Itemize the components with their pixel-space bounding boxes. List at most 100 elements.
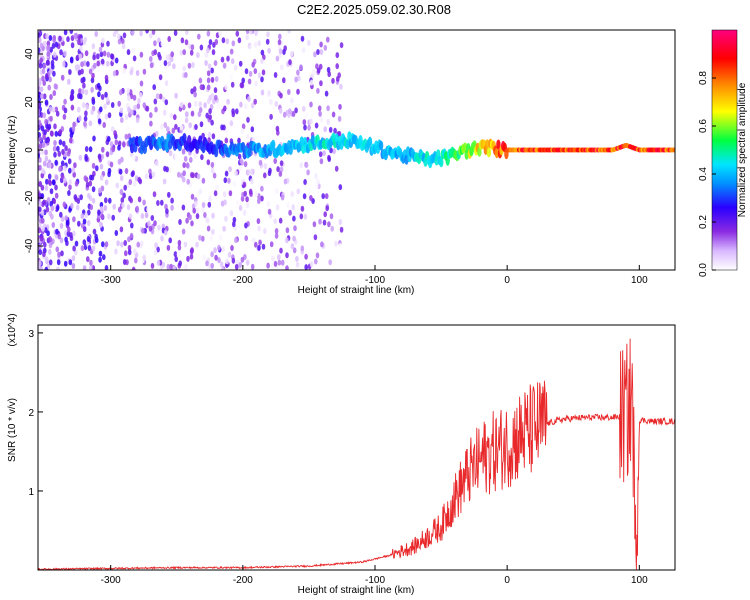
heatmap-cell xyxy=(245,34,249,41)
heatmap-cell xyxy=(99,106,103,113)
heatmap-cell xyxy=(324,90,329,97)
heatmap-cell xyxy=(44,73,49,80)
heatmap-cell xyxy=(88,180,93,187)
heatmap-cell xyxy=(182,170,186,177)
heatmap-cell xyxy=(253,98,257,105)
heatmap-cell xyxy=(296,88,300,95)
heatmap-cell xyxy=(54,174,59,181)
heatmap-cell xyxy=(278,170,283,177)
heatmap-cell xyxy=(41,225,45,232)
heatmap-cell xyxy=(162,178,167,185)
heatmap-cell xyxy=(91,186,96,193)
heatmap-cell xyxy=(38,200,42,207)
heatmap-x-tick-label: -200 xyxy=(233,275,253,286)
heatmap-cell xyxy=(62,113,67,120)
heatmap-cell xyxy=(198,234,202,241)
heatmap-cell xyxy=(121,38,125,45)
heatmap-cell xyxy=(101,37,105,44)
heatmap-cell xyxy=(202,254,206,261)
heatmap-ridge-cell xyxy=(137,135,143,146)
heatmap-cell xyxy=(301,47,306,54)
heatmap-cell xyxy=(258,159,263,166)
heatmap-cell xyxy=(70,89,75,95)
heatmap-cell xyxy=(115,182,120,189)
heatmap-cell xyxy=(303,213,308,220)
heatmap-cell xyxy=(285,252,289,259)
heatmap-cell xyxy=(220,124,224,131)
heatmap-cell xyxy=(240,256,245,263)
heatmap-cell xyxy=(99,163,104,170)
heatmap-cell xyxy=(84,212,88,219)
heatmap-cell xyxy=(55,110,60,117)
heatmap-cell xyxy=(158,74,163,81)
heatmap-cell xyxy=(300,245,305,252)
heatmap-cell xyxy=(126,49,131,56)
heatmap-cell xyxy=(149,56,153,62)
heatmap-cell xyxy=(174,153,178,160)
heatmap-cell xyxy=(165,208,169,215)
heatmap-cell xyxy=(160,199,164,206)
heatmap-cell xyxy=(229,48,234,55)
heatmap-cell xyxy=(254,80,258,87)
heatmap-y-tick-label: -20 xyxy=(24,190,35,205)
heatmap-cell xyxy=(269,241,274,248)
heatmap-cell xyxy=(157,224,161,231)
heatmap-cell xyxy=(122,67,127,74)
heatmap-cell xyxy=(101,241,105,248)
heatmap-cell xyxy=(114,57,119,64)
heatmap-cell xyxy=(152,84,156,91)
heatmap-cell xyxy=(50,59,55,66)
heatmap-cell xyxy=(208,108,212,115)
heatmap-cell xyxy=(80,213,85,220)
heatmap-y-tick-label: 20 xyxy=(24,96,35,108)
heatmap-cell xyxy=(75,65,79,72)
heatmap-cell xyxy=(48,106,53,113)
heatmap-cell xyxy=(51,106,56,113)
heatmap-cell xyxy=(180,37,185,44)
heatmap-cell xyxy=(135,205,139,212)
heatmap-cell xyxy=(304,253,308,260)
heatmap-cell xyxy=(80,68,84,75)
heatmap-x-tick-label: -100 xyxy=(365,275,385,286)
heatmap-cell xyxy=(267,47,271,54)
heatmap-cell xyxy=(254,191,259,198)
heatmap-cell xyxy=(69,30,74,34)
heatmap-cell xyxy=(223,199,227,206)
heatmap-cell xyxy=(86,61,90,67)
heatmap-cell xyxy=(131,266,136,270)
heatmap-cell xyxy=(98,46,103,53)
heatmap-cell xyxy=(230,58,235,65)
heatmap-cell xyxy=(42,160,47,167)
heatmap-cell xyxy=(232,180,237,187)
heatmap-cell xyxy=(133,104,137,111)
heatmap-cell xyxy=(67,158,72,165)
heatmap-ridge-cell xyxy=(496,139,501,150)
heatmap-cell xyxy=(288,59,292,66)
heatmap-cell xyxy=(176,251,181,257)
heatmap-cell xyxy=(312,221,317,228)
heatmap-cell xyxy=(214,94,218,101)
heatmap-cell xyxy=(47,84,51,91)
heatmap-cell xyxy=(233,64,238,71)
heatmap-cell xyxy=(323,44,328,51)
heatmap-cell xyxy=(109,161,114,168)
heatmap-cell xyxy=(80,245,85,252)
heatmap-cell xyxy=(257,198,261,204)
heatmap-cell xyxy=(245,259,250,266)
heatmap-cell xyxy=(235,30,240,37)
heatmap-cell xyxy=(277,254,281,261)
heatmap-cell xyxy=(218,30,222,37)
heatmap-cell xyxy=(104,179,109,186)
heatmap-cell xyxy=(167,36,171,42)
heatmap-cell xyxy=(68,179,72,185)
heatmap-cell xyxy=(99,174,104,181)
heatmap-cell xyxy=(287,89,291,95)
heatmap-cell xyxy=(191,62,195,68)
heatmap-cell xyxy=(322,219,327,226)
heatmap-cell xyxy=(211,49,216,56)
heatmap-cell xyxy=(323,126,328,133)
heatmap-cell xyxy=(221,266,225,270)
heatmap-cell xyxy=(205,112,209,119)
heatmap-cell xyxy=(69,137,73,144)
heatmap-cell xyxy=(181,228,186,235)
